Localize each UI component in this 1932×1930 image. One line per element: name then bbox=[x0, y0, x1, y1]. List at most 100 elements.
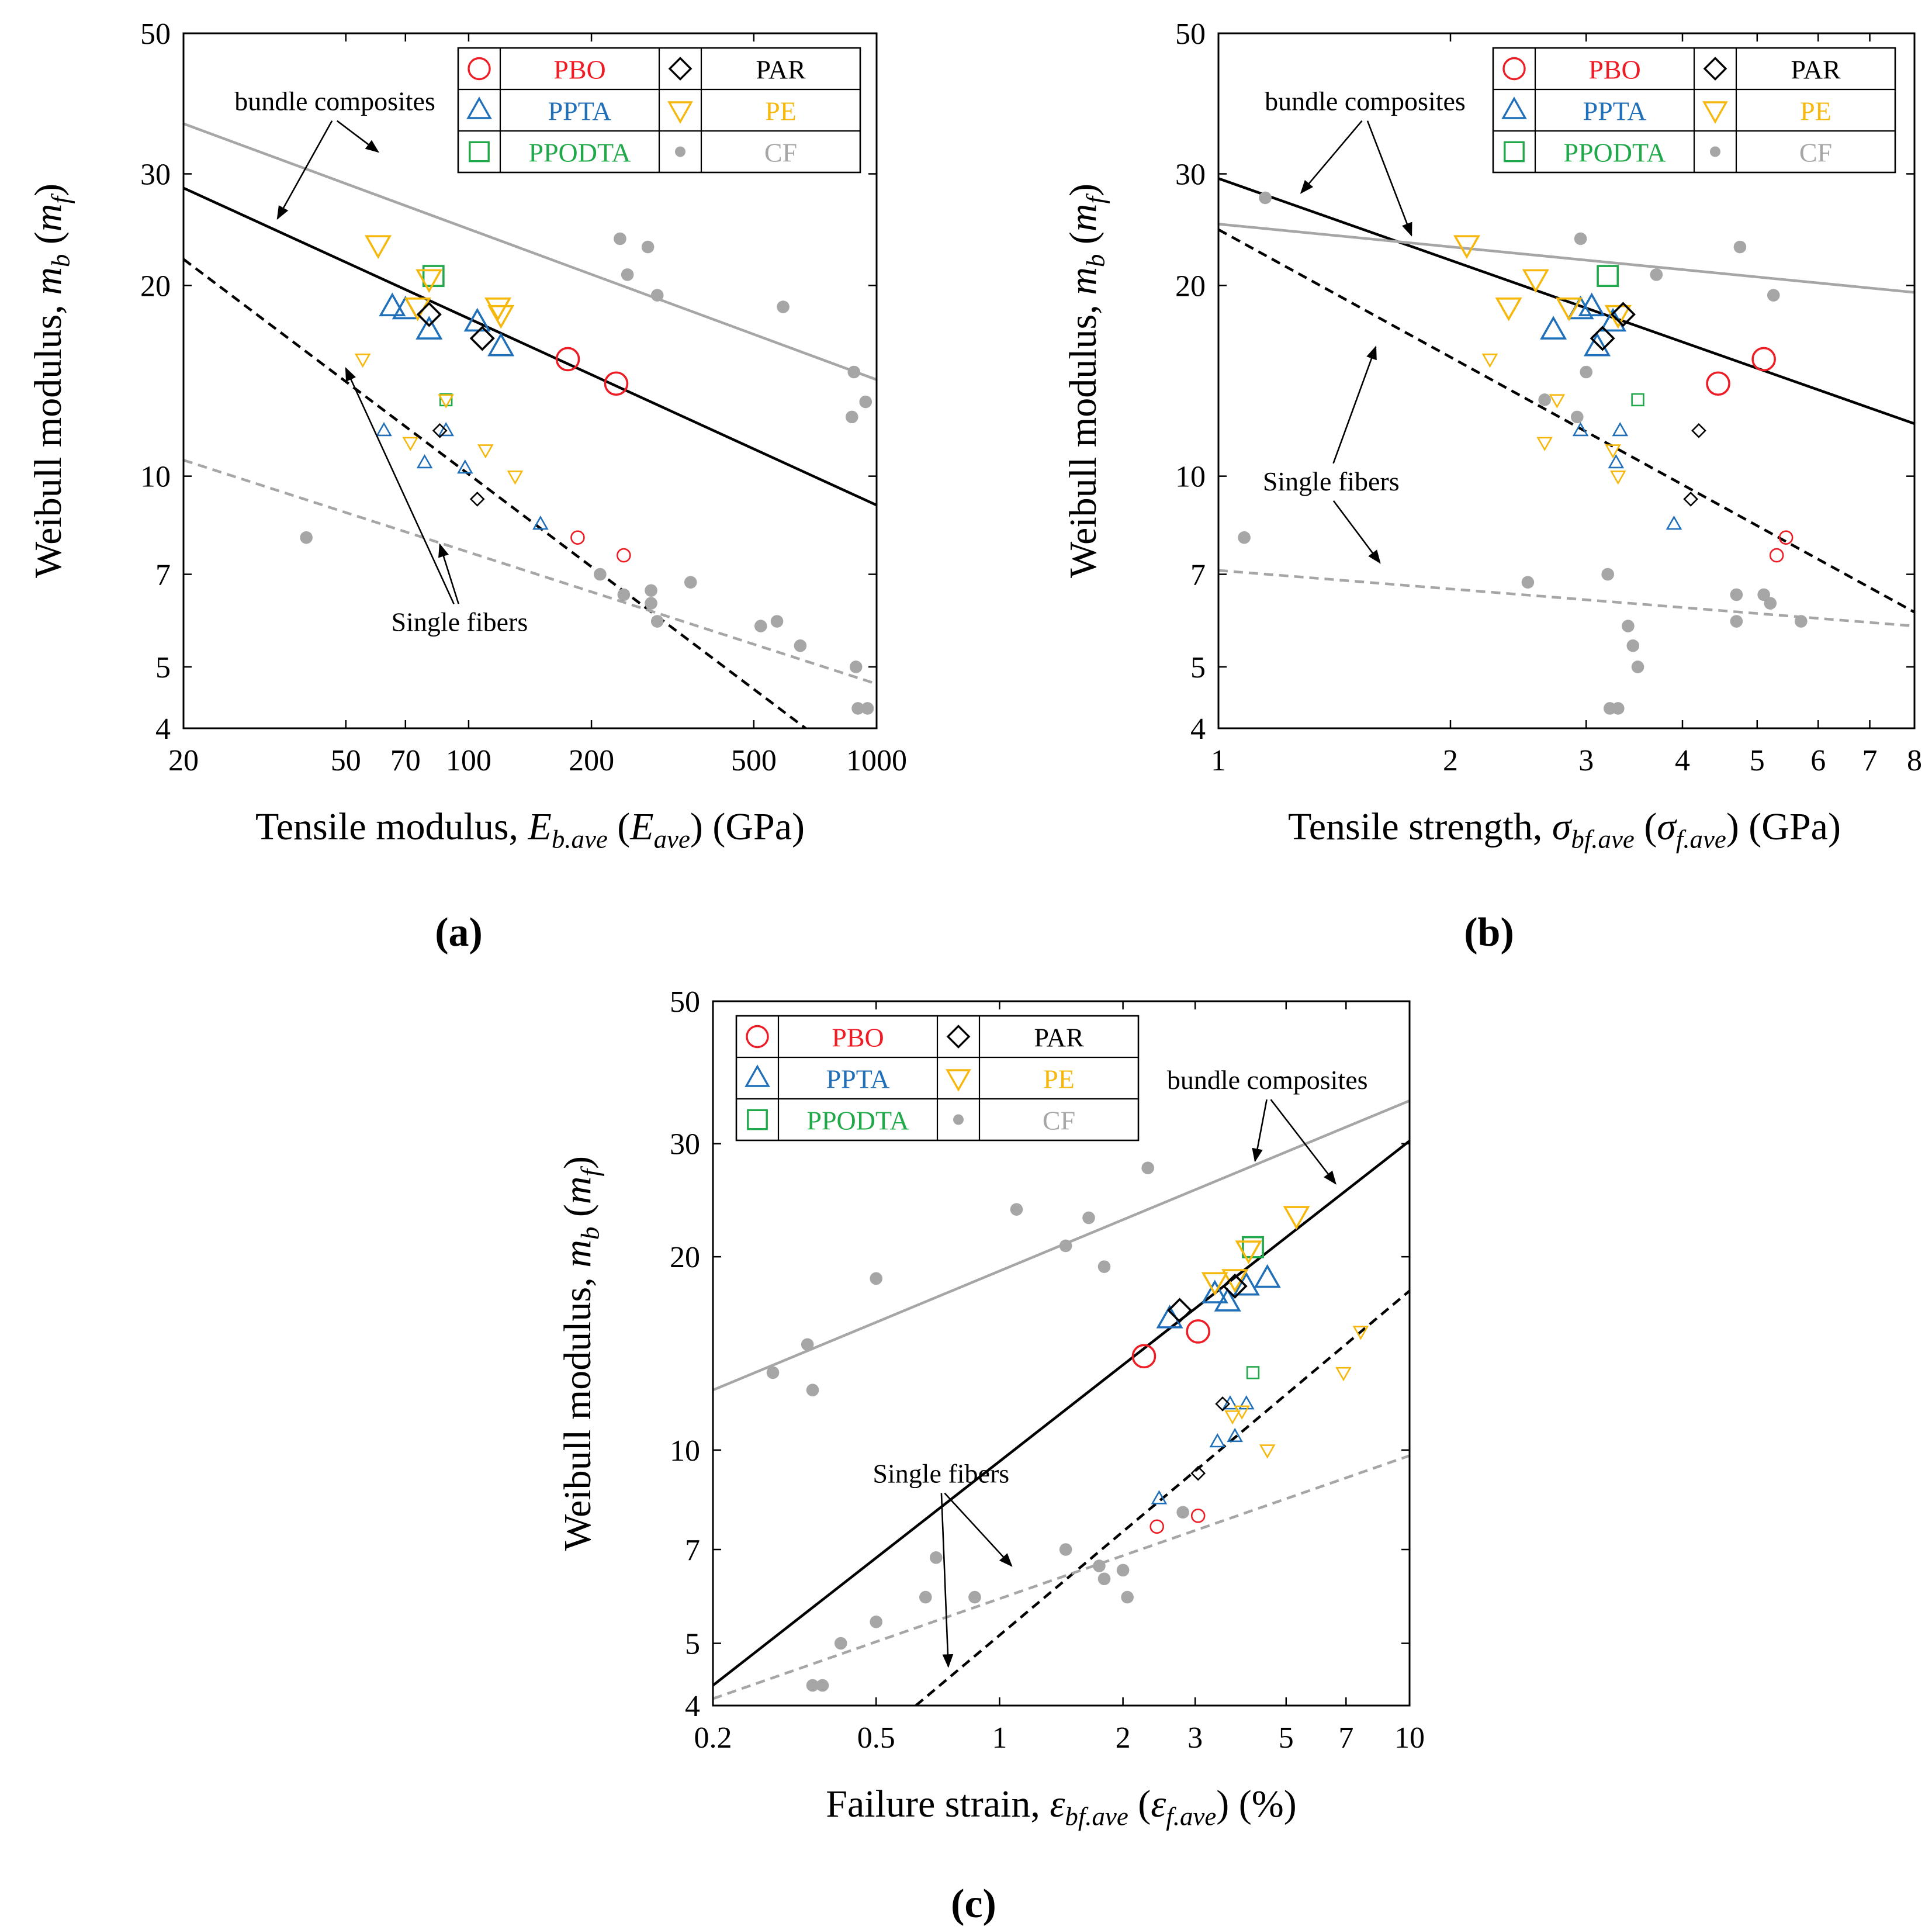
x-tick-label: 100 bbox=[446, 744, 491, 777]
x-tick-label: 2 bbox=[1443, 744, 1458, 777]
legend-label-pe: PE bbox=[1043, 1064, 1075, 1094]
y-tick-label: 4 bbox=[1190, 712, 1206, 746]
cf-bundle-point bbox=[1767, 289, 1780, 302]
x-tick-label: 5 bbox=[1750, 744, 1765, 777]
legend-label-ppodta: PPODTA bbox=[528, 138, 631, 168]
x-tick-label: 500 bbox=[731, 744, 777, 777]
legend: PBO PAR PPTA PE PPODTA CF bbox=[736, 1016, 1138, 1140]
cf-bundle-point bbox=[1141, 1161, 1154, 1174]
cf-single-point bbox=[1098, 1572, 1111, 1585]
cf-bundle-point bbox=[801, 1338, 814, 1351]
x-tick-label: 70 bbox=[390, 744, 421, 777]
cf-single-point bbox=[1238, 531, 1251, 544]
cf-single-point bbox=[300, 531, 313, 544]
cf-single-point bbox=[861, 702, 874, 715]
y-tick-label: 5 bbox=[155, 651, 171, 684]
y-tick-label: 5 bbox=[1190, 651, 1206, 684]
x-tick-label: 10 bbox=[1394, 1721, 1425, 1755]
cf-single-point bbox=[1176, 1506, 1189, 1519]
legend-label-par: PAR bbox=[756, 55, 806, 85]
panel-label-a: (a) bbox=[435, 910, 483, 955]
cf-single-point bbox=[1626, 639, 1639, 652]
cf-bundle-point bbox=[614, 233, 626, 245]
cf-single-point bbox=[1121, 1591, 1134, 1604]
x-axis-title: Tensile modulus, Eb.ave (Eave) (GPa) bbox=[255, 805, 805, 854]
cf-bundle-point bbox=[642, 241, 655, 254]
cf-bundle-point bbox=[1650, 268, 1663, 281]
cf-bundle-point bbox=[1574, 233, 1587, 245]
x-tick-label: 3 bbox=[1578, 744, 1594, 777]
x-tick-label: 5 bbox=[1279, 1721, 1294, 1755]
annotation-text: bundle composites bbox=[1167, 1065, 1368, 1095]
cf-single-point bbox=[594, 568, 607, 581]
cf-single-point bbox=[684, 576, 697, 589]
cf-single-point bbox=[651, 615, 664, 628]
panel-label-b: (b) bbox=[1464, 910, 1514, 955]
x-tick-label: 7 bbox=[1338, 1721, 1353, 1755]
y-axis-title: Weibull modulus, mb (mf) bbox=[1062, 184, 1110, 578]
cf-single-point bbox=[968, 1591, 981, 1604]
legend: PBO PAR PPTA PE PPODTA CF bbox=[458, 48, 860, 172]
cf-single-point bbox=[1730, 589, 1743, 601]
cf-single-point bbox=[1117, 1564, 1130, 1577]
figure-background bbox=[0, 0, 1932, 1930]
x-tick-label: 0.5 bbox=[857, 1721, 895, 1755]
annotation-text: bundle composites bbox=[1265, 87, 1466, 116]
x-tick-label: 0.2 bbox=[694, 1721, 732, 1755]
y-tick-label: 50 bbox=[140, 18, 171, 51]
cf-bundle-point bbox=[870, 1272, 882, 1285]
cf-bundle-point bbox=[1734, 241, 1747, 254]
legend-marker-cf bbox=[953, 1115, 964, 1125]
cf-single-point bbox=[1730, 615, 1743, 628]
cf-single-point bbox=[1764, 597, 1777, 610]
cf-single-point bbox=[1538, 393, 1551, 406]
y-tick-label: 7 bbox=[685, 1534, 700, 1567]
legend-label-pbo: PBO bbox=[832, 1023, 884, 1053]
cf-single-point bbox=[1571, 411, 1584, 424]
y-axis-title: Weibull modulus, mb (mf) bbox=[556, 1156, 605, 1551]
cf-bundle-point bbox=[847, 366, 860, 379]
cf-single-point bbox=[1622, 620, 1635, 632]
x-tick-label: 2 bbox=[1116, 1721, 1131, 1755]
cf-single-point bbox=[754, 620, 767, 632]
cf-bundle-point bbox=[621, 268, 634, 281]
x-tick-label: 50 bbox=[331, 744, 361, 777]
y-tick-label: 4 bbox=[685, 1690, 700, 1723]
legend-label-ppta: PPTA bbox=[1583, 96, 1647, 126]
annotation-text: Single fibers bbox=[391, 607, 528, 637]
cf-bundle-point bbox=[859, 396, 872, 409]
x-tick-label: 8 bbox=[1907, 744, 1922, 777]
legend: PBO PAR PPTA PE PPODTA CF bbox=[1493, 48, 1895, 172]
cf-single-point bbox=[794, 639, 807, 652]
cf-single-point bbox=[1601, 568, 1614, 581]
cf-single-point bbox=[850, 660, 863, 673]
annotation-text: Single fibers bbox=[1263, 466, 1400, 496]
cf-single-point bbox=[919, 1591, 932, 1604]
cf-single-point bbox=[870, 1616, 882, 1628]
legend-label-pbo: PBO bbox=[1588, 55, 1640, 85]
cf-bundle-point bbox=[1082, 1212, 1095, 1225]
x-axis-title: Tensile strength, σbf.ave (σf.ave) (GPa) bbox=[1288, 805, 1841, 854]
figure: 20 50 70 100 200 500 100045710203050bundle com… bbox=[0, 0, 1932, 1930]
cf-bundle-point bbox=[651, 289, 664, 302]
x-tick-label: 1 bbox=[992, 1721, 1007, 1755]
legend-label-ppta: PPTA bbox=[826, 1064, 890, 1094]
legend-label-ppodta: PPODTA bbox=[1563, 138, 1666, 168]
annotation-text: bundle composites bbox=[234, 87, 435, 116]
y-tick-label: 20 bbox=[140, 269, 171, 303]
y-tick-label: 10 bbox=[1175, 461, 1206, 494]
y-tick-label: 10 bbox=[140, 461, 171, 494]
x-axis-title: Failure strain, εbf.ave (εf.ave) (%) bbox=[826, 1783, 1296, 1831]
legend-label-pe: PE bbox=[1800, 96, 1831, 126]
x-tick-label: 4 bbox=[1675, 744, 1690, 777]
legend-label-cf: CF bbox=[1043, 1106, 1075, 1136]
cf-single-point bbox=[1795, 615, 1808, 628]
cf-single-point bbox=[930, 1551, 943, 1564]
y-tick-label: 50 bbox=[670, 985, 700, 1019]
cf-bundle-point bbox=[1098, 1260, 1111, 1273]
legend-label-pbo: PBO bbox=[553, 55, 605, 85]
cf-single-point bbox=[835, 1637, 847, 1650]
cf-single-point bbox=[1522, 576, 1535, 589]
x-tick-label: 3 bbox=[1187, 1721, 1203, 1755]
legend-label-cf: CF bbox=[764, 138, 797, 168]
